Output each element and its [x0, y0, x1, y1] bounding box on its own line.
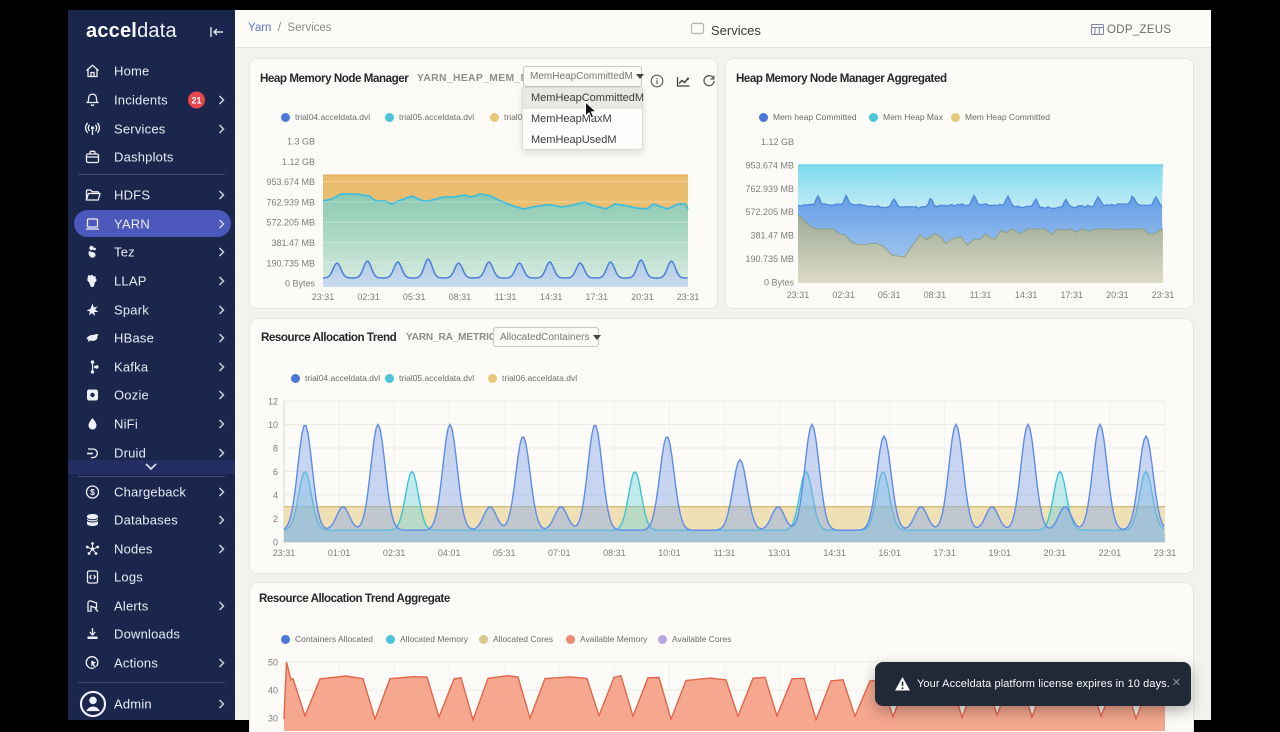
svg-text:$: $ [90, 487, 95, 497]
svg-text:14:31: 14:31 [823, 548, 846, 558]
svg-text:04:01: 04:01 [438, 548, 461, 558]
svg-text:190.735 MB: 190.735 MB [266, 258, 315, 268]
svg-text:16:01: 16:01 [878, 548, 901, 558]
svg-text:30: 30 [268, 714, 278, 724]
svg-text:4: 4 [273, 491, 278, 501]
svg-text:953.674 MB: 953.674 MB [266, 177, 315, 187]
svg-text:1.12 GB: 1.12 GB [282, 157, 315, 167]
svg-text:08:31: 08:31 [603, 548, 626, 558]
svg-text:953.674 MB: 953.674 MB [745, 160, 794, 170]
svg-text:0: 0 [273, 538, 278, 548]
svg-text:1.3 GB: 1.3 GB [287, 137, 315, 147]
svg-text:01:01: 01:01 [328, 548, 351, 558]
svg-text:02:31: 02:31 [832, 290, 855, 300]
svg-text:381.47 MB: 381.47 MB [271, 238, 315, 248]
svg-text:10:01: 10:01 [658, 548, 681, 558]
svg-text:13:01: 13:01 [768, 548, 791, 558]
svg-text:12: 12 [268, 397, 278, 407]
svg-text:572.205 MB: 572.205 MB [266, 218, 315, 228]
svg-text:05:31: 05:31 [878, 290, 901, 300]
svg-text:6: 6 [273, 467, 278, 477]
svg-text:190.735 MB: 190.735 MB [745, 254, 794, 264]
svg-text:14:31: 14:31 [540, 292, 563, 302]
svg-text:14:31: 14:31 [1015, 290, 1038, 300]
svg-text:20:31: 20:31 [1106, 290, 1129, 300]
svg-text:40: 40 [268, 686, 278, 696]
svg-text:17:31: 17:31 [1061, 290, 1084, 300]
svg-text:50: 50 [268, 658, 278, 668]
svg-text:20:31: 20:31 [631, 292, 654, 302]
svg-text:11:31: 11:31 [714, 548, 736, 558]
svg-text:22:01: 22:01 [1099, 548, 1122, 558]
svg-text:20:31: 20:31 [1044, 548, 1067, 558]
svg-text:23:31: 23:31 [273, 548, 296, 558]
svg-text:10: 10 [268, 420, 278, 430]
svg-text:17:31: 17:31 [586, 292, 609, 302]
svg-text:07:01: 07:01 [548, 548, 571, 558]
svg-text:23:31: 23:31 [1154, 548, 1177, 558]
svg-text:02:31: 02:31 [383, 548, 406, 558]
svg-text:23:31: 23:31 [787, 290, 810, 300]
svg-text:08:31: 08:31 [924, 290, 947, 300]
svg-text:08:31: 08:31 [449, 292, 472, 302]
svg-text:8: 8 [273, 444, 278, 454]
svg-text:572.205 MB: 572.205 MB [745, 207, 794, 217]
svg-text:23:31: 23:31 [312, 292, 335, 302]
svg-text:05:31: 05:31 [403, 292, 426, 302]
svg-text:0 Bytes: 0 Bytes [285, 279, 316, 289]
svg-text:2: 2 [273, 514, 278, 524]
svg-text:11:31: 11:31 [970, 290, 992, 300]
svg-text:381.47 MB: 381.47 MB [750, 231, 794, 241]
svg-text:762.939 MB: 762.939 MB [745, 184, 794, 194]
svg-text:23:31: 23:31 [677, 292, 700, 302]
svg-text:19:01: 19:01 [989, 548, 1012, 558]
svg-text:0 Bytes: 0 Bytes [764, 277, 795, 287]
svg-text:05:31: 05:31 [493, 548, 516, 558]
svg-text:11:31: 11:31 [495, 292, 517, 302]
svg-text:762.939 MB: 762.939 MB [266, 197, 315, 207]
svg-text:17:31: 17:31 [933, 548, 956, 558]
svg-text:1.12 GB: 1.12 GB [761, 137, 794, 147]
svg-text:02:31: 02:31 [357, 292, 380, 302]
svg-text:23:31: 23:31 [1152, 290, 1175, 300]
